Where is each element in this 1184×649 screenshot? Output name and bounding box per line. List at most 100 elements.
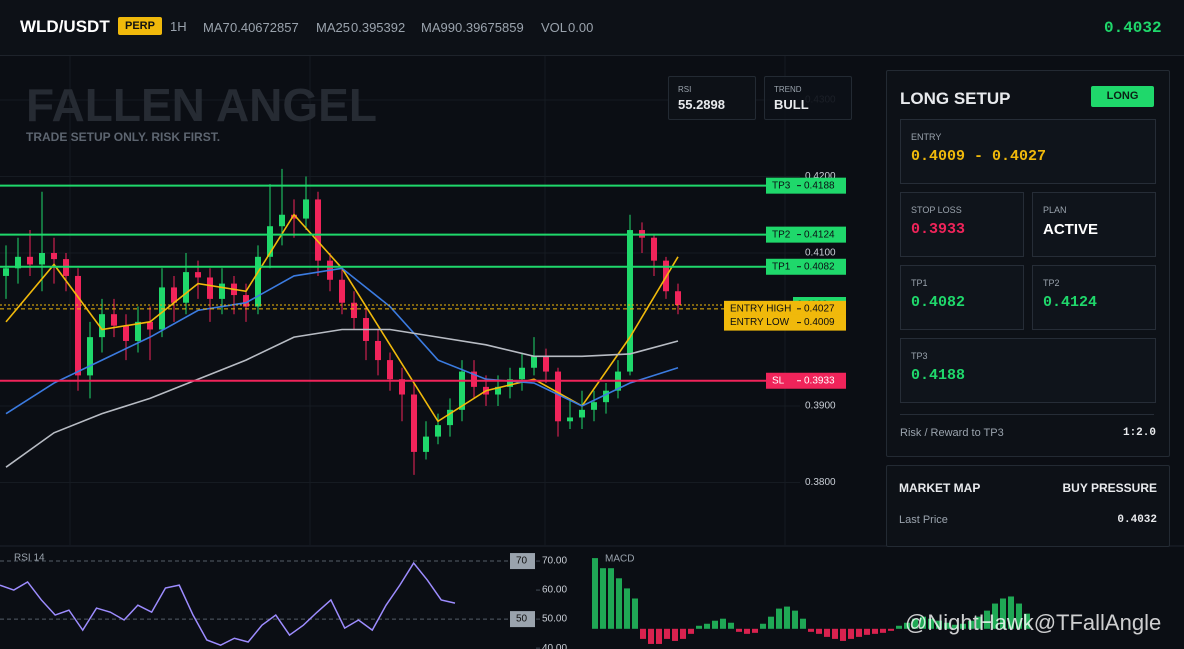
- entry-card: ENTRY 0.4009 - 0.4027: [900, 119, 1156, 184]
- candle-body: [303, 199, 309, 219]
- candle-body: [291, 214, 297, 219]
- level-value: 0.4124: [804, 229, 835, 240]
- ma-name: MA25: [316, 20, 350, 35]
- level-box: [766, 372, 846, 389]
- candle-body: [27, 256, 33, 265]
- macd-bar: [864, 628, 870, 635]
- card-label: PLAN: [1043, 205, 1067, 215]
- card-value: 0.3933: [911, 221, 966, 238]
- candle-body: [351, 302, 357, 319]
- candle-body: [111, 314, 117, 326]
- macd-bar: [752, 628, 758, 633]
- rsi-line: [0, 561, 456, 647]
- macd-bar: [696, 625, 702, 629]
- macd-bar: [944, 622, 950, 629]
- macd-bar: [664, 628, 670, 639]
- level-box: [724, 314, 846, 331]
- macd-bar: [856, 628, 862, 637]
- macd-bar: [632, 598, 638, 629]
- level-box: [724, 300, 846, 317]
- card-label: TP3: [911, 351, 928, 361]
- candle-body: [675, 291, 681, 306]
- candle-body: [51, 252, 57, 260]
- macd-bar: [1024, 613, 1030, 629]
- candle-body: [195, 272, 201, 278]
- macd-bar: [824, 628, 830, 637]
- interval[interactable]: 1H: [170, 19, 187, 34]
- macd-bar: [816, 628, 822, 634]
- candle-body: [411, 394, 417, 452]
- macd-bar: [656, 628, 662, 644]
- card-label: TP1: [911, 278, 928, 288]
- level-name: SL: [772, 375, 785, 386]
- volume-value: 0.00: [568, 20, 594, 35]
- candle-body: [339, 279, 345, 303]
- card-value: ACTIVE: [1043, 221, 1099, 238]
- band-label: 70: [516, 556, 528, 567]
- macd-bar: [688, 628, 694, 634]
- tp1-card: TP1 0.4082: [900, 265, 1024, 330]
- candle-body: [375, 340, 381, 361]
- macd-bar: [592, 558, 598, 629]
- setup-panel: LONG SETUP LONG ENTRY 0.4009 - 0.4027 ST…: [886, 70, 1170, 457]
- long-badge[interactable]: LONG: [1091, 86, 1154, 107]
- macd-bar: [736, 628, 742, 632]
- candle-body: [75, 275, 81, 376]
- y-tick-label: 0.4100: [805, 248, 836, 259]
- candle-body: [183, 272, 189, 303]
- stat-value: BULL: [774, 97, 809, 112]
- macd-bar: [984, 610, 990, 629]
- macd-bar: [608, 568, 614, 629]
- ma-value: 0.40672857: [230, 20, 299, 35]
- price-pane: [0, 56, 880, 545]
- candle-body: [387, 360, 393, 380]
- tp3-card: TP3 0.4188: [900, 338, 1156, 403]
- macd-bar: [848, 628, 854, 639]
- y-tick-label: 0.3900: [805, 401, 836, 412]
- macd-bar: [952, 624, 958, 629]
- card-value: 0.4124: [1043, 294, 1098, 311]
- candle-body: [495, 386, 501, 395]
- macd-bar: [648, 628, 654, 644]
- map-title: MARKET MAP: [899, 481, 981, 495]
- rr-label: Risk / Reward to TP3: [900, 427, 1004, 439]
- symbol[interactable]: WLD/USDT: [20, 17, 110, 36]
- card-label: ENTRY: [911, 132, 942, 142]
- candle-body: [567, 417, 573, 422]
- candle-body: [135, 321, 141, 341]
- level-name: TP1: [772, 261, 791, 272]
- level-value: 0.3933: [804, 375, 835, 386]
- card-label: TP2: [1043, 278, 1060, 288]
- level-box: [766, 258, 846, 275]
- ma-name: MA99: [421, 20, 455, 35]
- macd-bar: [704, 623, 710, 629]
- macd-bar: [920, 616, 926, 629]
- map-status: BUY PRESSURE: [1062, 481, 1157, 495]
- badge: PERP: [118, 17, 162, 35]
- candle-body: [255, 256, 261, 307]
- macd-bar: [840, 628, 846, 641]
- card-value: 0.4188: [911, 367, 966, 384]
- candle-body: [507, 379, 513, 387]
- divider: [900, 414, 1154, 415]
- card-label: STOP LOSS: [911, 205, 962, 215]
- macd-bar: [928, 618, 934, 629]
- band-tag: [510, 553, 535, 570]
- level-name: TP3: [772, 180, 791, 191]
- macd-bar: [680, 628, 686, 639]
- candle-body: [543, 356, 549, 372]
- candle-body: [243, 295, 249, 307]
- macd-bar: [1016, 603, 1022, 629]
- pane-title: MACD: [605, 554, 634, 565]
- plan-card: PLAN ACTIVE: [1032, 192, 1156, 257]
- tp2-card: TP2 0.4124: [1032, 265, 1156, 330]
- macd-bar: [872, 628, 878, 634]
- watermark: @NightHawk@TFallAngle: [905, 610, 1162, 635]
- macd-bar: [672, 628, 678, 641]
- stop-card: STOP LOSS 0.3933: [900, 192, 1024, 257]
- macd-bar: [624, 588, 630, 629]
- candle-body: [591, 402, 597, 410]
- y-tick-label: 60.00: [542, 585, 567, 596]
- level-name: ENTRY LOW: [730, 317, 790, 328]
